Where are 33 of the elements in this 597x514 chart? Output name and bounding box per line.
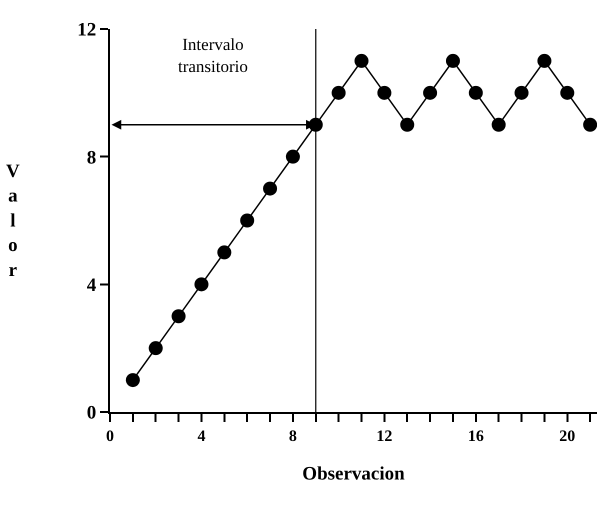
point (286, 150, 300, 164)
point (194, 277, 208, 292)
x-tick-label: 0 (106, 428, 114, 446)
point (172, 309, 186, 324)
point (263, 182, 278, 196)
point (126, 373, 140, 388)
point (377, 86, 392, 100)
point (514, 86, 529, 100)
x-tick-label: 16 (468, 428, 484, 446)
x-tick-label: 12 (376, 428, 392, 446)
point (537, 54, 552, 68)
point (560, 86, 574, 100)
point (354, 54, 368, 68)
annotation: Intervalo transitorio (178, 35, 248, 76)
point (583, 118, 597, 132)
x-tick-label: 8 (288, 428, 297, 446)
x-axis-title: Observacion (302, 464, 406, 484)
point (217, 245, 232, 260)
point (446, 54, 460, 68)
point (240, 214, 254, 228)
point (400, 118, 414, 132)
point (423, 86, 438, 100)
point (492, 118, 506, 132)
x-tick-label: 20 (559, 428, 576, 446)
point (148, 341, 163, 356)
point (332, 86, 346, 100)
y-tick-label: 8 (86, 147, 96, 168)
y-tick-label: 0 (86, 402, 96, 424)
y-tick-label: 12 (77, 20, 96, 41)
x-tick-label: 4 (197, 428, 206, 446)
point (468, 86, 483, 100)
y-tick-label: 4 (86, 274, 97, 296)
y-axis-title: Valor (6, 161, 20, 281)
